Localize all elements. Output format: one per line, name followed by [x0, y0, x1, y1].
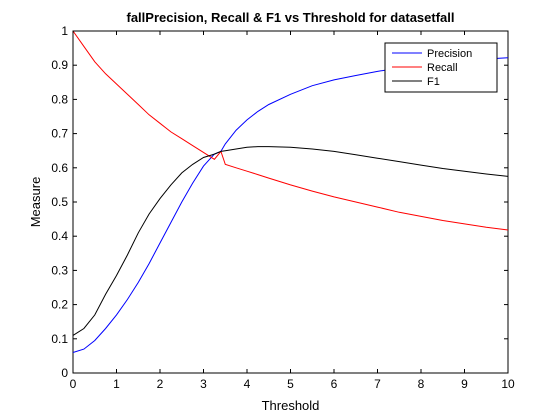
- y-tick-label: 0.5: [51, 195, 68, 209]
- x-tick-label: 6: [331, 377, 338, 391]
- x-tick-label: 9: [461, 377, 468, 391]
- x-tick-label: 8: [418, 377, 425, 391]
- x-tick-label: 5: [287, 377, 294, 391]
- tick-layer: 0 1 2 3 4 5 6 7 8 9 10 0 0.1 0.2 0.3 0.4 0.5 0.6 0.7 0.8 0.9…: [51, 24, 515, 391]
- x-axis-label: Threshold: [262, 398, 320, 413]
- y-tick-label: 0.9: [51, 58, 68, 72]
- y-tick-label: 0: [61, 366, 68, 380]
- chart-title: fallPrecision, Recall & F1 vs Threshold …: [127, 10, 455, 25]
- series-line-recall: [72, 30, 509, 231]
- y-tick-label: 0.2: [51, 298, 68, 312]
- legend: Precision Recall F1: [384, 42, 498, 93]
- y-axis-label: Measure: [28, 177, 43, 228]
- y-tick-label: 0.1: [51, 332, 68, 346]
- y-tick-label: 0.4: [51, 229, 68, 243]
- x-tick-label: 10: [501, 377, 515, 391]
- x-tick-label: 1: [113, 377, 120, 391]
- y-tick-label: 0.8: [51, 92, 68, 106]
- y-tick-label: 1: [61, 24, 68, 38]
- legend-label-recall: Recall: [427, 62, 458, 74]
- y-tick-label: 0.6: [51, 161, 68, 175]
- x-tick-label: 4: [244, 377, 251, 391]
- x-tick-label: 3: [200, 377, 207, 391]
- legend-label-f1: F1: [427, 76, 440, 88]
- x-tick-label: 2: [157, 377, 164, 391]
- y-tick-label: 0.3: [51, 263, 68, 277]
- legend-label-precision: Precision: [427, 48, 472, 60]
- series-line-f1: [72, 146, 509, 336]
- x-tick-label: 7: [374, 377, 381, 391]
- x-tick-label: 0: [70, 377, 77, 391]
- y-tick-label: 0.7: [51, 127, 68, 141]
